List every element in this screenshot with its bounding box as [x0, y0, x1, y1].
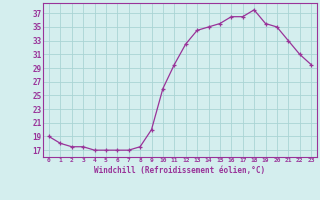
- X-axis label: Windchill (Refroidissement éolien,°C): Windchill (Refroidissement éolien,°C): [94, 166, 266, 175]
